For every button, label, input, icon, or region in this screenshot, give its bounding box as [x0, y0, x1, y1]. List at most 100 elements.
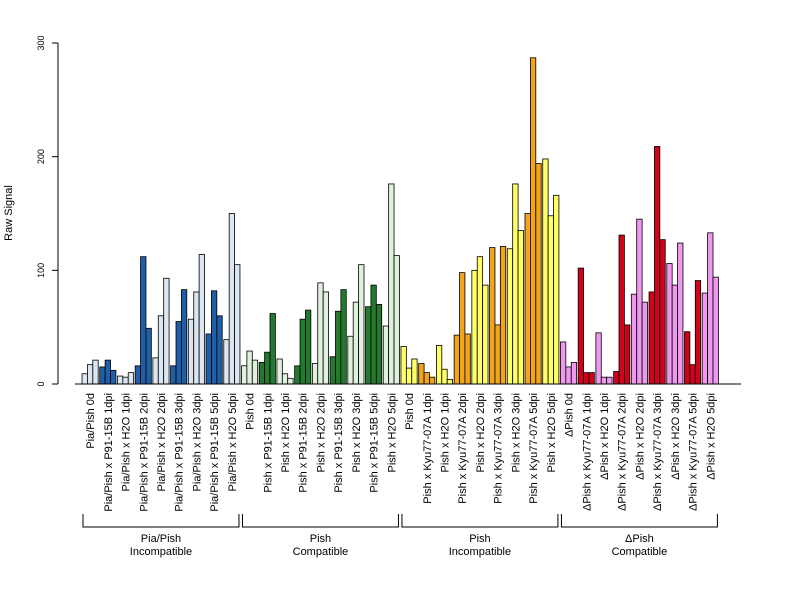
bar [317, 282, 324, 385]
bar [340, 289, 347, 385]
bar [400, 346, 407, 385]
y-tick-label: 300 [36, 35, 46, 50]
bar [228, 213, 235, 385]
category-label: Pia/Pish x P91-15B 2dpi [138, 393, 150, 512]
category-label: Pish x H2O 5dpi [386, 393, 398, 472]
category-label: Pish x H2O 1dpi [440, 393, 452, 472]
bar [701, 292, 709, 385]
category-label: Pish x H2O 5dpi [546, 393, 558, 472]
category-label: Pia/Pish x P91-15B 1dpi [103, 393, 115, 512]
bar [145, 327, 152, 385]
bar [347, 335, 354, 385]
bar [666, 263, 673, 385]
bar [393, 255, 400, 385]
category-label: Pish x H2O 1dpi [280, 393, 292, 472]
bar [294, 365, 301, 385]
bar [365, 306, 372, 385]
category-label: Pia/Pish x H2O 2dpi [156, 393, 168, 491]
bar [405, 367, 413, 385]
bar [234, 264, 241, 385]
bar [464, 333, 471, 385]
bar [140, 256, 147, 385]
bar [482, 284, 489, 385]
bar [471, 269, 478, 385]
bar [435, 344, 443, 385]
category-label: Pia/Pish x P91-15B 5dpi [209, 393, 221, 512]
group-bracket [560, 514, 718, 528]
y-tick-label: 0 [36, 381, 46, 386]
bar [712, 276, 719, 385]
bar [494, 324, 501, 385]
category-label: ΔPish x Kyu77-07A 2dpi [617, 393, 629, 511]
bar [411, 358, 418, 385]
bar [122, 376, 129, 385]
y-tick-label: 200 [36, 149, 46, 164]
bar [187, 318, 195, 385]
bar [583, 372, 590, 385]
category-label: Pish x H2O 3dpi [510, 393, 522, 472]
group-bracket [82, 514, 240, 528]
bar [446, 379, 454, 385]
category-label: Pia/Pish x H2O 3dpi [191, 393, 203, 491]
category-label: Pia/Pish x H2O 1dpi [121, 393, 133, 491]
bar [684, 331, 691, 385]
category-label: ΔPish x Kyu77-07A 3dpi [652, 393, 664, 511]
category-label: Pish x Kyu77-07A 5dpi [528, 393, 540, 504]
category-label: Pia/Pish x H2O 5dpi [227, 393, 239, 491]
bar [512, 183, 519, 385]
group-label-line2: Incompatible [130, 546, 192, 558]
category-label: ΔPish x H2O 3dpi [670, 393, 682, 480]
category-label: ΔPish x H2O 1dpi [599, 393, 611, 480]
bar [506, 248, 514, 385]
bar [453, 334, 460, 385]
y-axis-title: Raw Signal [3, 185, 15, 241]
bar [81, 373, 88, 385]
bar [535, 163, 542, 385]
bar [600, 376, 608, 385]
bar [595, 332, 602, 385]
category-label: Pish x P91-15B 3dpi [333, 393, 345, 493]
bar [459, 272, 466, 385]
bar [382, 325, 390, 385]
group-bracket [241, 514, 399, 528]
bar [251, 359, 259, 385]
category-label: Pia/Pish x P91-15B 3dpi [174, 393, 186, 512]
category-label: Pish 0d [245, 393, 257, 430]
category-label: ΔPish x Kyu77-07A 5dpi [688, 393, 700, 511]
bar [630, 293, 638, 385]
category-label: ΔPish x Kyu77-07A 1dpi [581, 393, 593, 511]
category-label: Pish x H2O 2dpi [315, 393, 327, 472]
group-label-line1: Pia/Pish [141, 533, 181, 545]
bar [671, 284, 678, 385]
bar [565, 366, 572, 385]
bar [157, 315, 165, 385]
category-label: Pish 0d [404, 393, 416, 430]
group-label-line2: Compatible [293, 546, 349, 558]
group-label-line1: Pish [469, 533, 490, 545]
bar [530, 57, 537, 385]
bar [418, 363, 425, 385]
bar [198, 254, 205, 385]
bar [258, 362, 266, 385]
bar [553, 194, 560, 385]
bar [613, 371, 620, 385]
bar [524, 213, 531, 385]
bar [163, 277, 170, 385]
bar [588, 372, 595, 385]
bar [641, 301, 648, 385]
bar [606, 376, 613, 385]
bar [489, 247, 496, 385]
bar [211, 290, 218, 385]
bar [618, 234, 625, 385]
bar [281, 373, 289, 385]
bar [542, 158, 549, 385]
bar [441, 368, 448, 385]
bar [624, 324, 631, 385]
category-label: Pish x P91-15B 5dpi [369, 393, 381, 493]
bar [322, 291, 329, 385]
bar [305, 309, 312, 385]
category-label: Pish x Kyu77-07A 3dpi [493, 393, 505, 504]
bar [269, 313, 276, 385]
bar [110, 369, 117, 385]
